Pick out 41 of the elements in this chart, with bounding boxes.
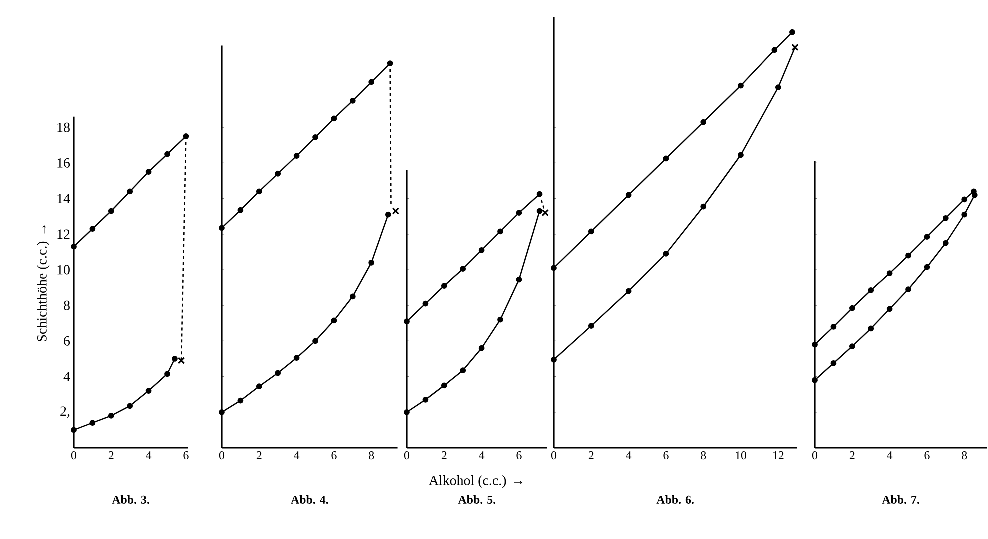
- x-tick-label: 4: [887, 452, 893, 460]
- x-tick-label: 0: [551, 452, 557, 460]
- text: Abb. 3.: [112, 496, 150, 504]
- x-tick-label: 2: [588, 452, 594, 460]
- x-tick-label: 4: [626, 452, 632, 460]
- x-tick-label: 2: [850, 452, 855, 460]
- y-tick-label: 8: [64, 300, 70, 310]
- x-tick-label: 6: [664, 452, 669, 460]
- y-tick-label: 4: [64, 372, 70, 382]
- x-tick-label: 4: [294, 452, 300, 460]
- x-tick-label: 2: [256, 452, 262, 460]
- y-tick-label: 18: [58, 122, 70, 132]
- y-tick-label: 14: [58, 194, 70, 204]
- x-tick-label: 6: [924, 452, 930, 460]
- x-tick-label: 0: [219, 452, 225, 460]
- text: Abb. 4.: [291, 496, 328, 504]
- x-tick-label: 8: [962, 452, 968, 460]
- x-tick-label: 8: [369, 452, 374, 460]
- x-tick-label: 2: [108, 452, 114, 460]
- x-tick-label: 12: [773, 452, 784, 460]
- x-axis-title: Alkohol (c.c.) →: [429, 476, 523, 488]
- y-tick-label: 12: [58, 230, 70, 240]
- x-tick-label: 2: [442, 452, 447, 460]
- x-tick-label: 6: [184, 452, 189, 460]
- x-tick-label: 10: [736, 452, 747, 460]
- x-tick-label: 8: [701, 452, 706, 460]
- x-tick-label: 0: [404, 452, 410, 460]
- text: Abb. 7.: [882, 496, 920, 504]
- text: Abb. 6.: [656, 496, 694, 504]
- text: Abb. 5.: [458, 496, 496, 504]
- x-tick-label: 4: [146, 452, 152, 460]
- y-tick-label: 16: [58, 158, 70, 168]
- y-tick-label: 6: [64, 336, 70, 346]
- x-tick-label: 4: [479, 452, 485, 460]
- y-tick-label: 2,: [60, 406, 70, 418]
- x-tick-label: 0: [812, 452, 818, 460]
- x-tick-label: 6: [332, 452, 337, 460]
- x-tick-label: 6: [516, 452, 522, 460]
- y-axis-title: Schichthöhe (c.c.) →: [37, 225, 50, 342]
- x-tick-label: 0: [71, 452, 77, 460]
- y-tick-label: 10: [58, 265, 70, 275]
